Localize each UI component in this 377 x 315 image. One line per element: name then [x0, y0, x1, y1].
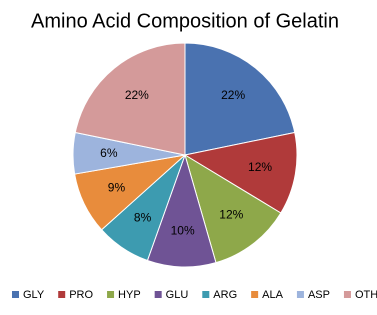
legend-label: PRO: [69, 289, 93, 301]
legend-label: ASP: [308, 289, 330, 301]
legend-swatch: [107, 291, 115, 298]
chart-title: Amino Acid Composition of Gelatin: [31, 10, 339, 32]
legend-swatch: [58, 291, 66, 298]
legend-label: OTHER: [355, 289, 377, 301]
value-label: 12%: [248, 160, 272, 174]
legend-swatch: [296, 291, 304, 298]
legend-label: HYP: [118, 289, 141, 301]
value-label: 9%: [108, 180, 126, 194]
pie-slice: [184, 42, 296, 156]
value-label: 8%: [134, 210, 152, 224]
legend-swatch: [12, 291, 19, 298]
legend-label: ARG: [213, 289, 237, 301]
pie-slice: [183, 131, 298, 214]
legend-label: GLU: [166, 289, 189, 301]
legend-label: GLY: [23, 289, 45, 301]
value-label: 22%: [125, 88, 149, 102]
legend-label: ALA: [262, 289, 283, 301]
value-label: 6%: [100, 146, 118, 160]
legend-swatch: [343, 291, 351, 298]
value-label: 12%: [219, 208, 243, 222]
legend-swatch: [251, 291, 259, 298]
value-label: 10%: [171, 223, 195, 237]
legend-swatch: [202, 291, 210, 298]
pie-slice: [74, 42, 186, 156]
legend-swatch: [154, 291, 162, 298]
value-label: 22%: [221, 88, 245, 102]
pie-slice: [184, 153, 282, 264]
